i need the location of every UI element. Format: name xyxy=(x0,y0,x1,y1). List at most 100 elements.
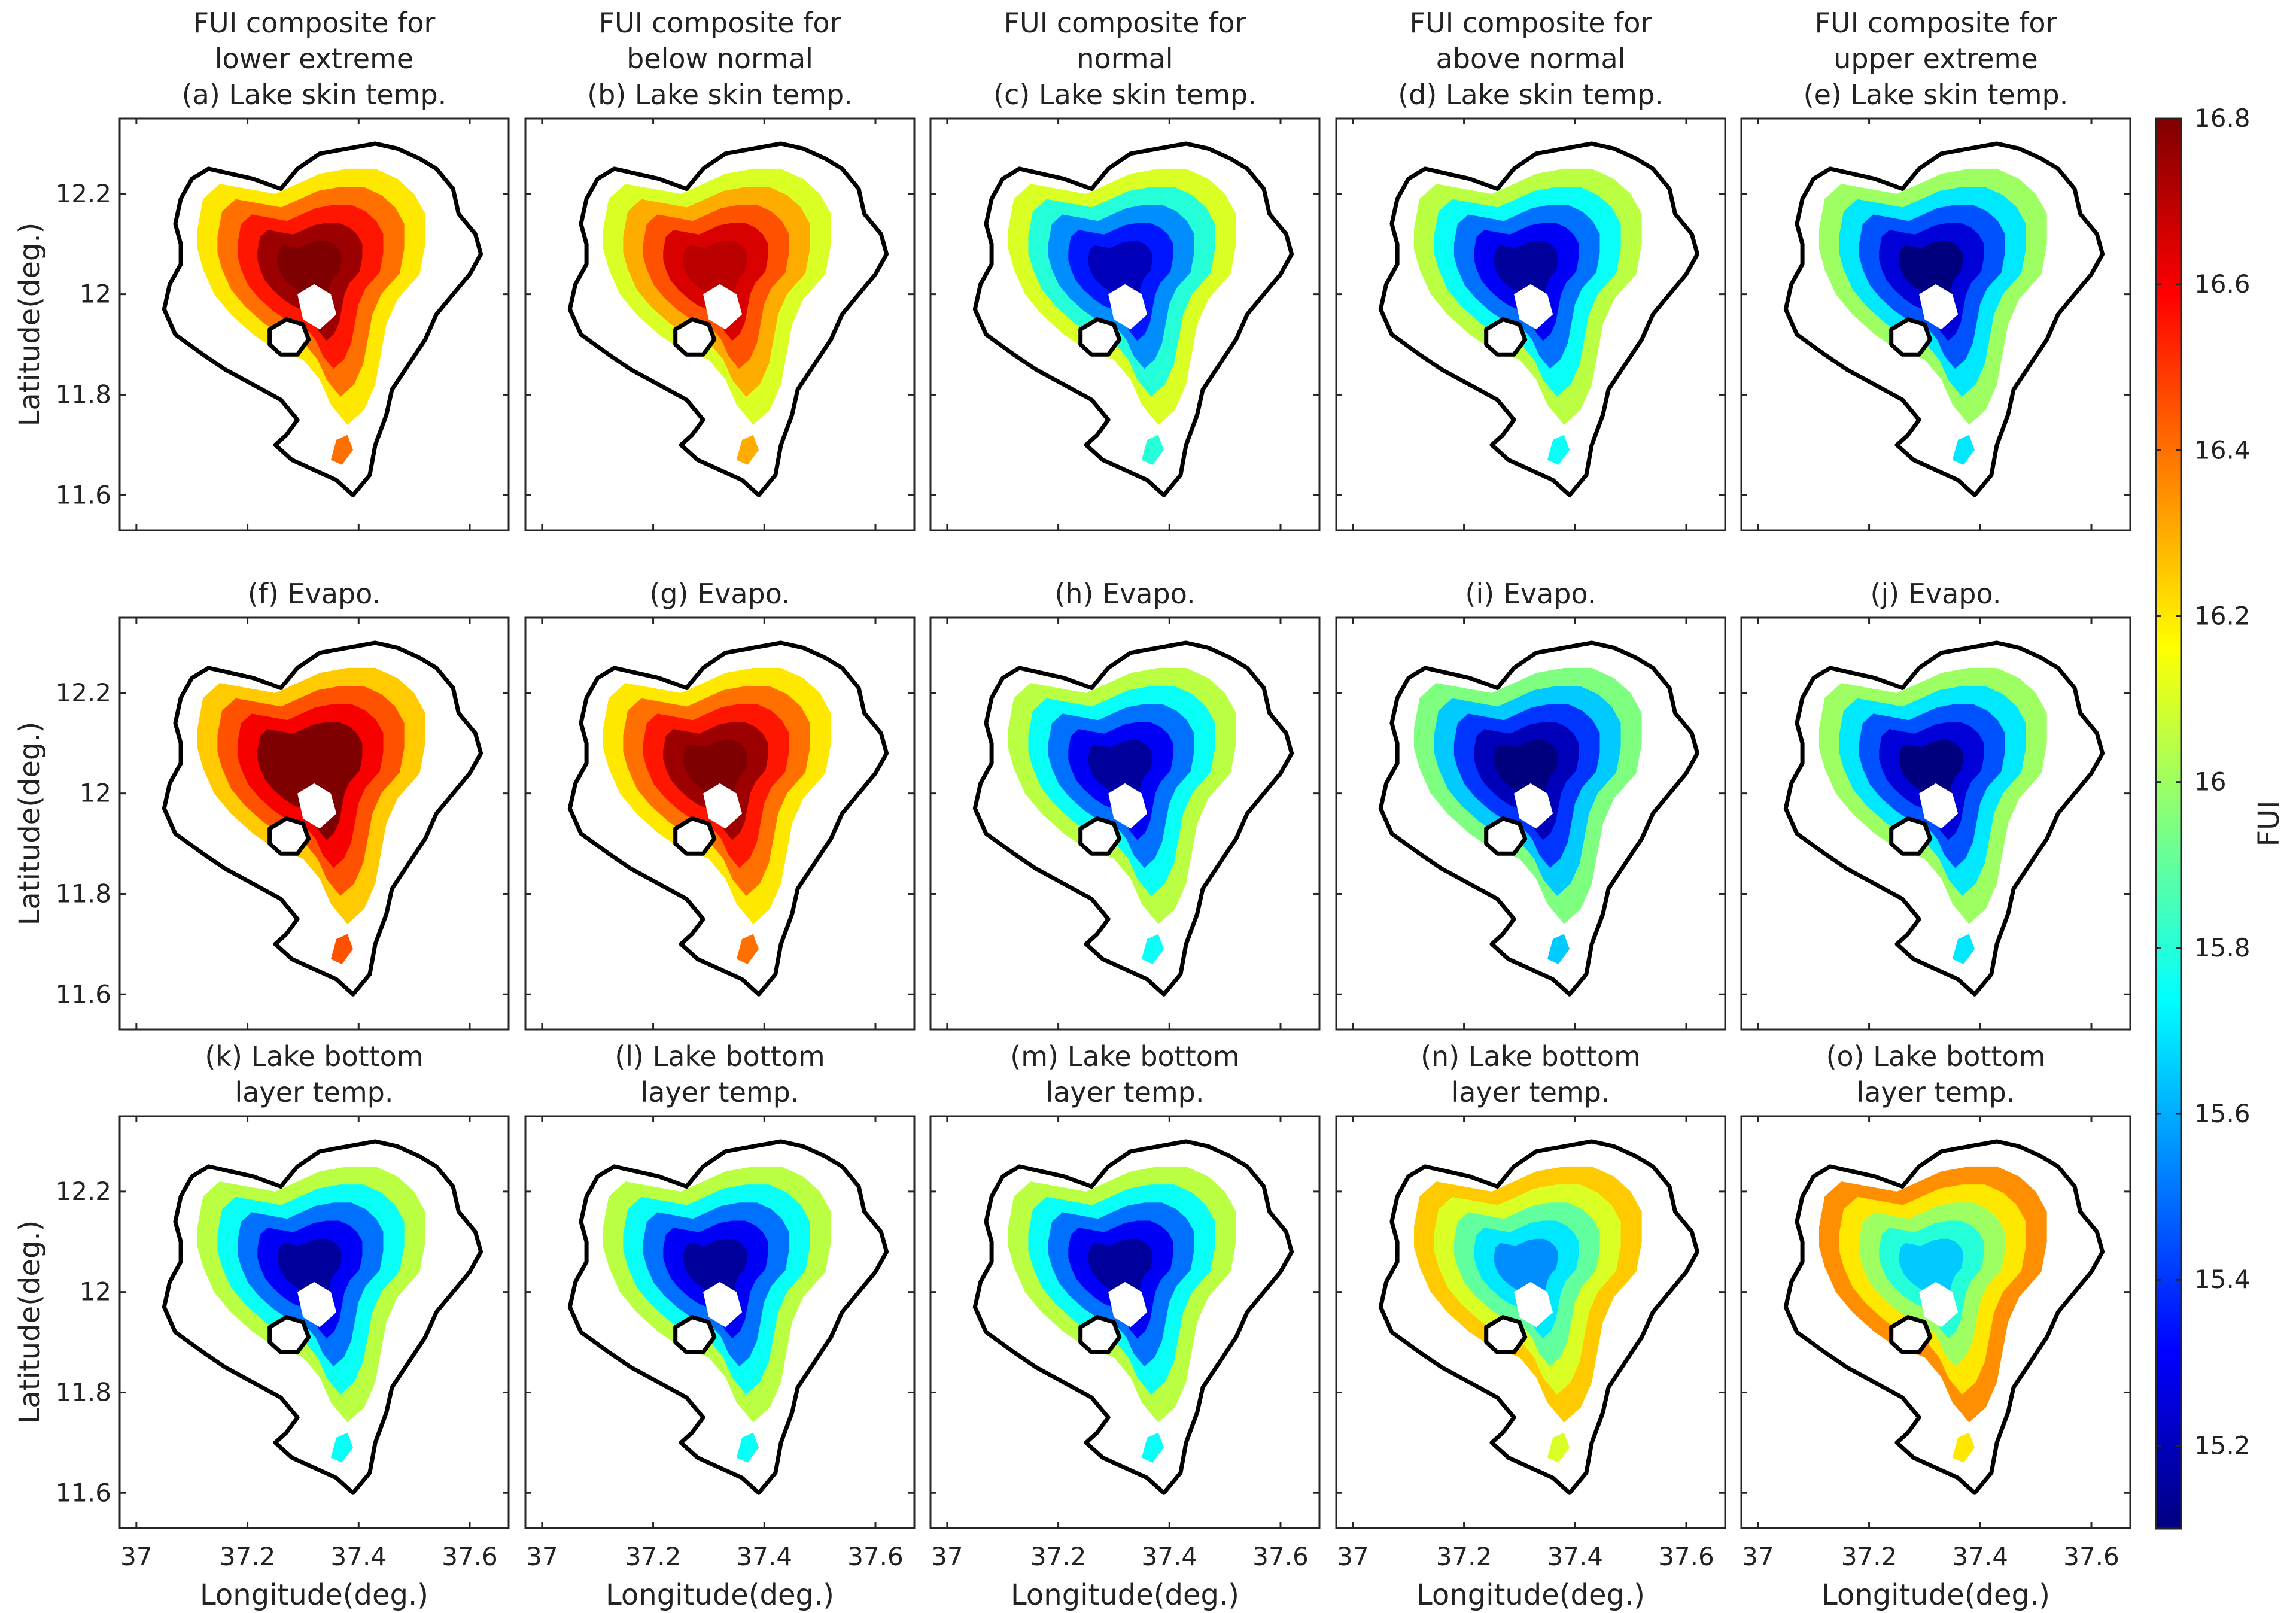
panel-title: FUI composite for xyxy=(1815,7,2057,39)
island-outline xyxy=(1484,1315,1528,1354)
colorbar-label: FUI xyxy=(2252,801,2286,847)
panel-title: (m) Lake bottom xyxy=(1010,1040,1239,1073)
x-tick-label: 37.6 xyxy=(442,1542,498,1571)
island-outline xyxy=(1889,816,1933,856)
y-tick-label: 12 xyxy=(80,280,111,309)
land-gap xyxy=(1108,1281,1148,1328)
x-tick-label: 37.6 xyxy=(1658,1542,1714,1571)
y-tick-label: 12.2 xyxy=(55,1177,111,1206)
colorbar-tick-label: 15.4 xyxy=(2194,1265,2251,1294)
island-outline xyxy=(673,1315,717,1354)
colorbar: 16.8 16.6 16.4 16.2 16 15.8 15.6 15.4 15.2 FUI xyxy=(2155,104,2286,1530)
land-gap xyxy=(1108,783,1148,829)
lake-outline xyxy=(1783,141,2105,497)
panel-f: (f) Evapo. 12.2 12 11.8 11.6 Latitude(deg.) xyxy=(13,578,510,1031)
y-tick-label: 11.8 xyxy=(55,879,111,908)
colorbar-tick-label: 15.8 xyxy=(2194,933,2251,962)
lake-outline xyxy=(567,141,889,497)
x-tick-label: 37.4 xyxy=(1547,1542,1604,1571)
lake-outline xyxy=(1378,141,1700,497)
panel-title: layer temp. xyxy=(235,1076,394,1108)
lake-outline xyxy=(1378,640,1700,997)
panel-title: layer temp. xyxy=(641,1076,799,1108)
panel-title: (f) Evapo. xyxy=(248,578,381,610)
island-outline xyxy=(1889,317,1933,357)
fui-band-south xyxy=(1141,435,1164,465)
land-gap xyxy=(1919,783,1959,829)
island-outline xyxy=(1078,816,1122,856)
colorbar-gradient xyxy=(2155,117,2182,1530)
panel-title: lower extreme xyxy=(215,42,413,75)
fui-band-south xyxy=(736,934,759,964)
panel-g: (g) Evapo. xyxy=(524,578,916,1031)
x-axis-label: Longitude(deg.) xyxy=(1011,1578,1239,1612)
fui-band-south xyxy=(1141,934,1164,964)
x-tick-label: 37.4 xyxy=(737,1542,793,1571)
colorbar-tick-label: 16.4 xyxy=(2194,435,2251,464)
panel-title: (o) Lake bottom xyxy=(1826,1040,2046,1073)
y-axis-label: Latitude(deg.) xyxy=(13,223,47,427)
fui-band-south xyxy=(1952,934,1975,964)
panel-title: layer temp. xyxy=(1857,1076,2015,1108)
colorbar-tick-label: 16.6 xyxy=(2194,269,2251,299)
panel-title: FUI composite for xyxy=(1004,7,1246,39)
colorbar-tick-label: 16.2 xyxy=(2194,602,2251,631)
panel-title: (n) Lake bottom xyxy=(1421,1040,1641,1073)
land-gap xyxy=(703,284,743,330)
land-gap xyxy=(703,783,743,829)
island-outline xyxy=(1078,1315,1122,1354)
x-tick-label: 37.2 xyxy=(220,1542,276,1571)
x-tick-label: 37.4 xyxy=(1953,1542,2009,1571)
y-tick-label: 12 xyxy=(80,779,111,808)
lake-outline xyxy=(162,141,483,497)
panel-title: (i) Evapo. xyxy=(1465,578,1596,610)
x-tick-label: 37.2 xyxy=(1436,1542,1492,1571)
x-axis-label: Longitude(deg.) xyxy=(200,1578,428,1612)
panel-title: layer temp. xyxy=(1046,1076,1205,1108)
y-tick-label: 11.8 xyxy=(55,379,111,409)
panel-title: (c) Lake skin temp. xyxy=(993,78,1257,111)
land-gap xyxy=(703,1281,743,1328)
land-gap xyxy=(1108,284,1148,330)
x-tick-label: 37 xyxy=(1337,1542,1369,1571)
panel-title: layer temp. xyxy=(1452,1076,1610,1108)
land-gap xyxy=(1514,1281,1553,1328)
x-tick-label: 37.6 xyxy=(847,1542,904,1571)
land-gap xyxy=(297,1281,337,1328)
panel-title: (d) Lake skin temp. xyxy=(1398,78,1664,111)
panel-i: (i) Evapo. xyxy=(1335,578,1726,1031)
panel-title: (b) Lake skin temp. xyxy=(587,78,853,111)
x-tick-label: 37.2 xyxy=(1841,1542,1897,1571)
lake-outline xyxy=(972,141,1294,497)
fui-band-south xyxy=(1547,435,1570,465)
panel-title: above normal xyxy=(1436,42,1626,75)
x-tick-label: 37.6 xyxy=(2063,1542,2119,1571)
island-outline xyxy=(1484,816,1528,856)
land-gap xyxy=(1514,783,1553,829)
fui-band-south xyxy=(330,435,353,465)
x-tick-label: 37 xyxy=(931,1542,963,1571)
island-outline xyxy=(1078,317,1122,357)
x-tick-label: 37 xyxy=(120,1542,152,1571)
lake-outline xyxy=(1783,1139,2105,1495)
lake-outline xyxy=(1378,1139,1700,1495)
panel-title: (g) Evapo. xyxy=(649,578,790,610)
x-tick-label: 37 xyxy=(526,1542,558,1571)
island-outline xyxy=(267,1315,311,1354)
panel-title: FUI composite for xyxy=(599,7,841,39)
island-outline xyxy=(1484,317,1528,357)
x-tick-label: 37 xyxy=(1742,1542,1774,1571)
island-outline xyxy=(267,816,311,856)
y-tick-label: 12.2 xyxy=(55,678,111,707)
y-tick-label: 11.8 xyxy=(55,1377,111,1407)
land-gap xyxy=(1919,1281,1959,1328)
